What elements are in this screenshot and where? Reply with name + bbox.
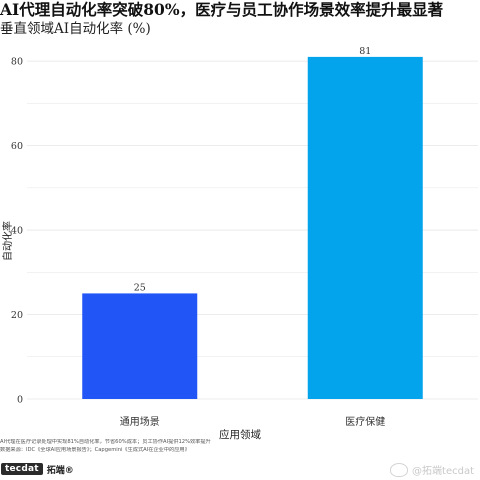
bar-1 — [82, 293, 198, 399]
bar-value-label: 25 — [134, 282, 146, 293]
y-tick-label: 20 — [11, 310, 23, 321]
y-tick-label: 40 — [11, 226, 23, 237]
x-tick-label: 通用场景 — [120, 415, 160, 428]
chart-subtitle: 垂直领域AI自动化率 (%) — [0, 21, 151, 37]
bar-2 — [307, 56, 423, 400]
tecdat-logo: tecdat — [1, 463, 43, 475]
x-axis-ticks: 通用场景 医疗保健 — [120, 415, 386, 428]
y-tick-label: 60 — [11, 141, 23, 152]
bar-value-label: 81 — [359, 46, 371, 57]
x-axis-label: 应用领域 — [219, 428, 261, 440]
bars — [82, 56, 423, 400]
footnote-source: 数据来源：IDC《全球AI应用场景报告》；Capgemini《生成式AI在企业中… — [0, 446, 190, 453]
y-axis-ticks: 0 20 40 60 80 — [11, 57, 23, 406]
watermark: @拓端tecdat — [390, 462, 474, 477]
brand-name: 拓端® — [46, 465, 74, 476]
bar-chart: 0 20 40 60 80 25 81 通用场景 医疗保健 应用领域 自动化率 — [1, 46, 478, 440]
x-tick-label: 医疗保健 — [345, 415, 385, 428]
footnote-line: AI代理在医疗记录处理中实现81%自动化率，节省60%成本；员工协作AI提供12… — [0, 439, 211, 445]
brand-logo: tecdat 拓端® — [1, 462, 74, 476]
data-labels: 25 81 — [134, 46, 372, 294]
y-tick-label: 0 — [17, 395, 23, 406]
watermark-text: @拓端tecdat — [412, 466, 474, 477]
footnotes: AI代理在医疗记录处理中实现81%自动化率，节省60%成本；员工协作AI提供12… — [0, 439, 470, 454]
y-tick-label: 80 — [11, 57, 23, 68]
y-axis-label: 自动化率 — [1, 221, 14, 261]
weibo-icon — [390, 462, 409, 477]
chart-title: AI代理自动化率突破80%，医疗与员工协作场景效率提升最显著 — [0, 0, 444, 19]
